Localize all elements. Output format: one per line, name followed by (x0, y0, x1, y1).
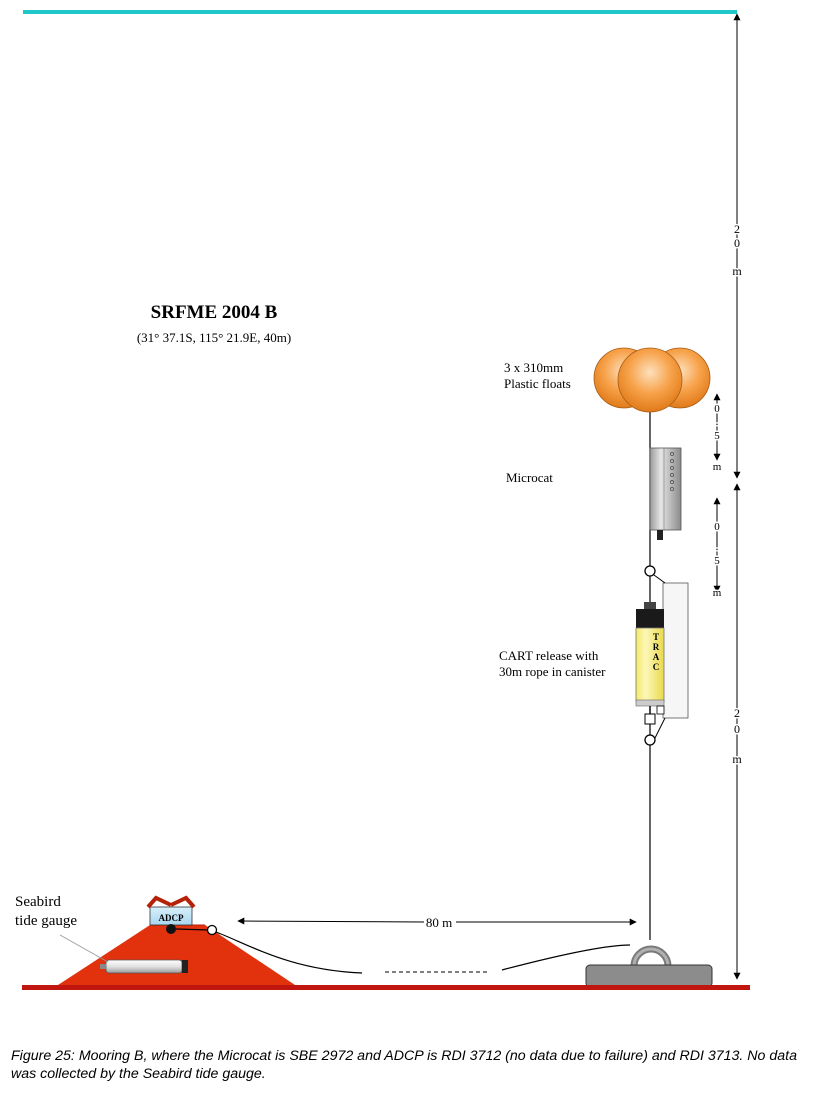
svg-text:m: m (713, 461, 722, 473)
svg-text:0: 0 (714, 521, 720, 533)
mooring-title: SRFME 2004 B (151, 302, 278, 323)
anchor-weight (585, 945, 713, 988)
svg-text:m: m (732, 264, 742, 278)
adcp-float-ball (166, 924, 176, 934)
ground-rope-left (215, 931, 363, 974)
tide-gauge-pointer (59, 934, 109, 963)
svg-text:5: 5 (714, 430, 720, 442)
figure-caption: Figure 25: Mooring B, where the Microcat… (11, 1048, 797, 1082)
microcat-instrument (649, 447, 682, 540)
trac-letter-t: T (653, 632, 659, 642)
floats-label-2: Plastic floats (504, 376, 571, 391)
svg-text:2: 2 (734, 706, 740, 720)
microcat-span-label: 0 . 5 m (711, 520, 723, 601)
release-label-2: 30m rope in canister (499, 664, 606, 679)
trac-letter-r: R (653, 642, 660, 652)
svg-text:m: m (713, 587, 722, 599)
lower-shackle (644, 734, 656, 746)
upper-span-label: 2 0 m (731, 221, 744, 280)
svg-text:0: 0 (734, 236, 740, 250)
distance-label: 80 m (426, 915, 452, 930)
trac-letter-a: A (653, 652, 660, 662)
svg-text:.: . (716, 541, 719, 553)
adcp-shackle (206, 924, 218, 936)
svg-text:0: 0 (714, 403, 720, 415)
svg-text:5: 5 (714, 555, 720, 567)
cart-release-canister (635, 602, 665, 725)
ground-rope-right (501, 944, 631, 971)
svg-text:0: 0 (734, 722, 740, 736)
adcp-label: ADCP (159, 913, 184, 923)
svg-text:2: 2 (734, 222, 740, 236)
tide-gauge-label-2: tide gauge (15, 913, 77, 929)
distance-arrow-left (237, 917, 425, 925)
seabed-line (22, 985, 750, 990)
release-label: CART release with (499, 648, 599, 663)
svg-text:.: . (716, 416, 719, 428)
mooring-position: (31° 37.1S, 115° 21.9E, 40m) (137, 330, 291, 345)
microcat-label: Microcat (506, 470, 553, 485)
plastic-floats (593, 347, 711, 413)
upper-shackle (644, 565, 656, 577)
svg-text:m: m (732, 752, 742, 766)
float-span-label: 0 . 5 m (711, 402, 723, 475)
floats-label: 3 x 310mm (504, 360, 563, 375)
trac-letter-c: C (653, 662, 660, 672)
tide-gauge-label: Seabird (15, 894, 61, 910)
tide-gauge-instrument (100, 959, 188, 974)
adcp-link (175, 928, 209, 931)
adcp-frame (58, 924, 295, 985)
lower-span-label: 2 0 m (731, 705, 744, 768)
